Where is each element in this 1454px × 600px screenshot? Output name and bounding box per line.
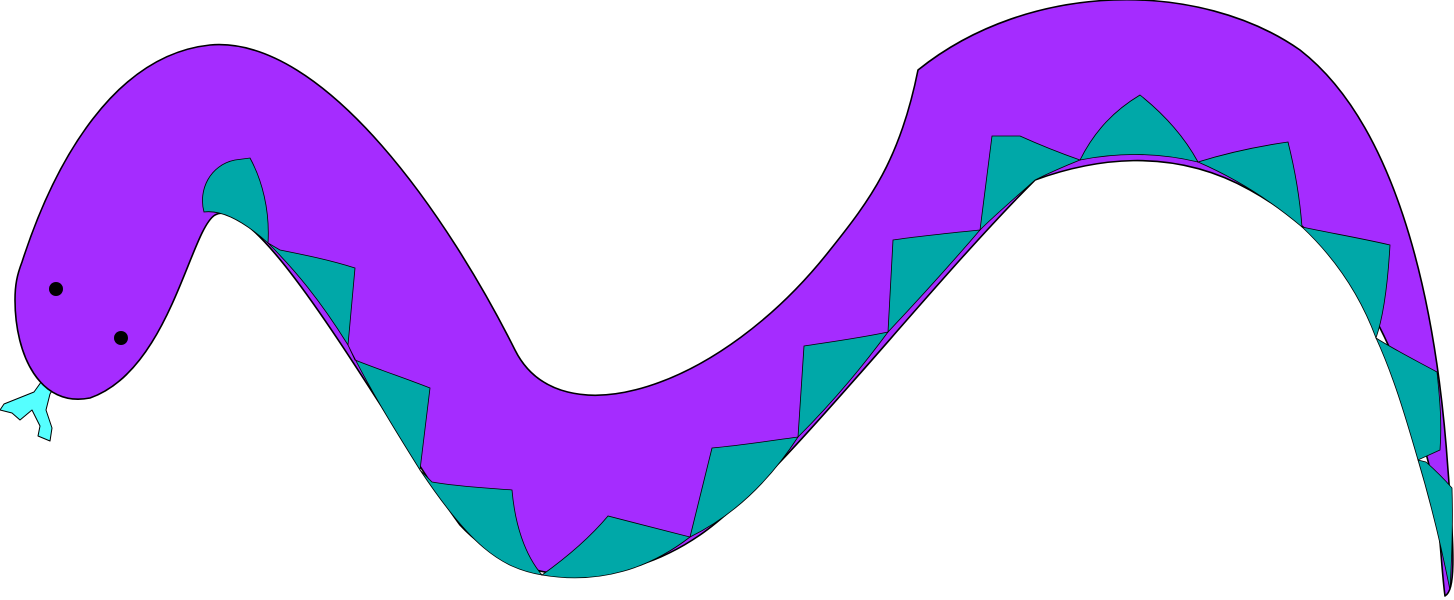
scale-13 (1417, 459, 1453, 591)
forked-tongue-icon (0, 377, 57, 442)
scale-7 (887, 229, 981, 334)
scale-1 (267, 242, 356, 347)
scale-8 (979, 135, 1082, 232)
scale-10 (1196, 141, 1303, 228)
scale-9 (1079, 94, 1199, 163)
scale-11 (1300, 226, 1391, 340)
belly-scales (202, 94, 1453, 591)
scale-3 (419, 469, 544, 576)
left-eye-icon (49, 282, 63, 296)
scale-2 (347, 344, 431, 472)
right-eye-icon (114, 331, 128, 345)
neck-scale (202, 157, 269, 244)
scale-4 (540, 515, 691, 579)
scale-12 (1375, 336, 1442, 461)
scale-6 (797, 331, 889, 439)
